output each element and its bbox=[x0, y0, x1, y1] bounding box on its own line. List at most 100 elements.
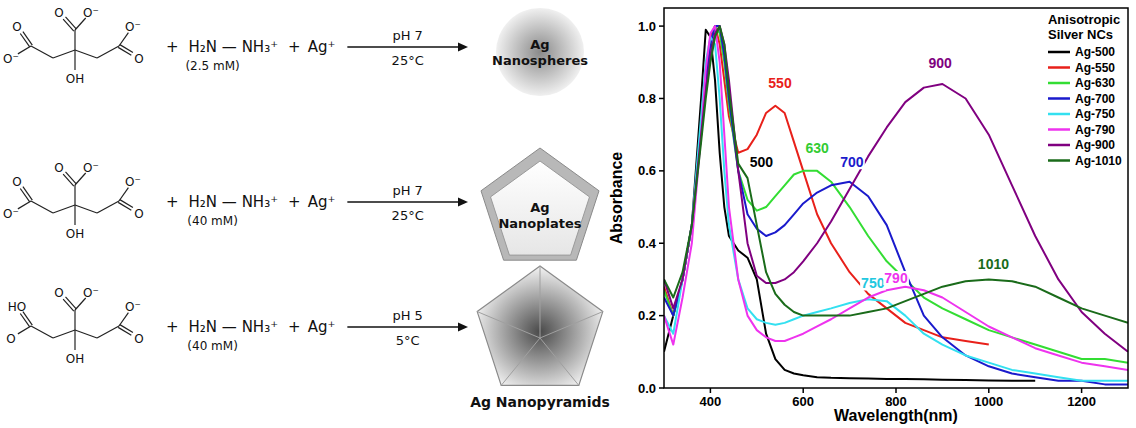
legend-swatch bbox=[1048, 144, 1070, 147]
reagent: H₂N — NH₃⁺ bbox=[189, 318, 278, 336]
label-patch bbox=[767, 76, 793, 90]
bond bbox=[74, 330, 75, 350]
bond bbox=[75, 205, 97, 213]
nanosphere bbox=[496, 8, 584, 96]
plus-sign: + bbox=[166, 38, 179, 56]
peak-annotation: 750 bbox=[860, 275, 886, 291]
atom-label: O⁻ bbox=[125, 175, 141, 189]
atom-label: O⁻ bbox=[3, 52, 19, 66]
bond bbox=[63, 19, 74, 31]
legend-swatch bbox=[1048, 128, 1070, 131]
atom-label: O⁻ bbox=[83, 286, 99, 300]
legend-label: Ag-900 bbox=[1075, 138, 1115, 152]
nanoplate-rim bbox=[481, 148, 599, 260]
atom-label: O⁻ bbox=[125, 20, 141, 34]
product-label: Ag Nanopyramids bbox=[470, 394, 610, 410]
bond bbox=[74, 30, 75, 50]
spectrum-line bbox=[664, 26, 1128, 384]
bond bbox=[119, 313, 128, 326]
y-tick-label: 0.8 bbox=[638, 91, 656, 106]
legend-title-line: Silver NCs bbox=[1048, 27, 1113, 42]
legend-swatch bbox=[1048, 113, 1070, 116]
bond bbox=[120, 200, 133, 208]
bond bbox=[74, 310, 75, 330]
reaction-arrow bbox=[347, 201, 460, 203]
legend-label: Ag-1010 bbox=[1075, 154, 1122, 168]
ph-condition: pH 7 bbox=[392, 28, 422, 43]
bond bbox=[74, 205, 75, 225]
bond bbox=[20, 313, 29, 326]
y-tick-label: 0.4 bbox=[638, 236, 657, 251]
product-label: AgNanospheres bbox=[492, 37, 588, 68]
bond bbox=[118, 327, 131, 335]
bond bbox=[75, 173, 86, 185]
legend-swatch bbox=[1048, 82, 1070, 85]
nanoplate-face bbox=[491, 161, 590, 255]
bond bbox=[75, 330, 97, 338]
bond bbox=[18, 326, 31, 334]
axes: 400600800100012000.00.20.40.60.81.0Wavel… bbox=[608, 19, 1096, 424]
atom-label: O⁻ bbox=[83, 6, 99, 20]
legend-swatch bbox=[1048, 159, 1070, 162]
bond bbox=[20, 33, 29, 46]
x-tick-label: 400 bbox=[700, 394, 722, 409]
atom-label: O bbox=[6, 332, 15, 346]
bond bbox=[74, 50, 75, 70]
concentration: (2.5 mM) bbox=[185, 59, 239, 73]
bond bbox=[18, 46, 31, 54]
peak-annotation: 630 bbox=[804, 140, 830, 156]
legend-swatch bbox=[1048, 66, 1070, 69]
product-label-line: Ag bbox=[530, 37, 549, 52]
peak-annotation: 550 bbox=[767, 75, 793, 91]
pyramid-edge bbox=[540, 338, 579, 385]
bond bbox=[53, 50, 75, 58]
spectrum-line bbox=[664, 26, 1128, 370]
y-tick-label: 0.2 bbox=[638, 308, 656, 323]
product-label: AgNanoplates bbox=[498, 200, 581, 231]
atom-label: O⁻ bbox=[3, 207, 19, 221]
label-patch bbox=[804, 141, 830, 155]
peak-label: 900 bbox=[928, 55, 952, 71]
plus-sign: + bbox=[288, 38, 301, 56]
bond bbox=[31, 201, 53, 213]
atom-label: O bbox=[134, 52, 143, 66]
arrow-head bbox=[458, 323, 468, 332]
legend-label: Ag-700 bbox=[1075, 92, 1115, 106]
peak-annotation: 1010 bbox=[977, 256, 1010, 272]
y-tick-label: 1.0 bbox=[638, 19, 656, 34]
label-patch bbox=[883, 271, 909, 285]
arrow-head bbox=[458, 43, 468, 52]
bond bbox=[97, 46, 119, 58]
peak-label: 500 bbox=[750, 154, 774, 170]
product-label-line: Nanoplates bbox=[498, 216, 581, 231]
reaction-scheme: OO⁻OO⁻O⁻OOH+H₂N — NH₃⁺(2.5 mM)+Ag⁺pH 725… bbox=[3, 6, 610, 411]
ph-condition: pH 5 bbox=[392, 308, 422, 323]
peak-label: 1010 bbox=[978, 256, 1009, 272]
pyramid-edge bbox=[501, 338, 540, 385]
reagents: +H₂N — NH₃⁺(40 mM)+Ag⁺pH 725°C bbox=[166, 183, 468, 228]
peak-label: 790 bbox=[884, 270, 908, 286]
reagent: H₂N — NH₃⁺ bbox=[189, 38, 278, 56]
atom-label: O bbox=[54, 286, 63, 300]
label-patch bbox=[860, 276, 886, 290]
figure: 400600800100012000.00.20.40.60.81.0Wavel… bbox=[0, 0, 1136, 428]
atom-label: O bbox=[134, 207, 143, 221]
arrow-head bbox=[458, 198, 468, 207]
bond bbox=[63, 299, 74, 311]
bond bbox=[118, 202, 131, 210]
x-axis-title: Wavelength(nm) bbox=[834, 407, 958, 424]
pyramid-edge bbox=[540, 312, 603, 338]
atom-label: O bbox=[54, 161, 63, 175]
reaction-arrow bbox=[347, 46, 460, 48]
peak-label: 750 bbox=[861, 275, 885, 291]
temperature-condition: 5°C bbox=[396, 333, 420, 348]
bond bbox=[120, 325, 133, 333]
bond bbox=[75, 50, 97, 58]
atom-label: OH bbox=[66, 227, 84, 241]
spectrum-line bbox=[664, 26, 1128, 352]
plus-sign: + bbox=[288, 318, 301, 336]
metal-ion: Ag⁺ bbox=[308, 193, 336, 211]
atom-label: O bbox=[12, 175, 21, 189]
plus-sign: + bbox=[166, 193, 179, 211]
peak-annotation: 500 bbox=[749, 154, 775, 170]
